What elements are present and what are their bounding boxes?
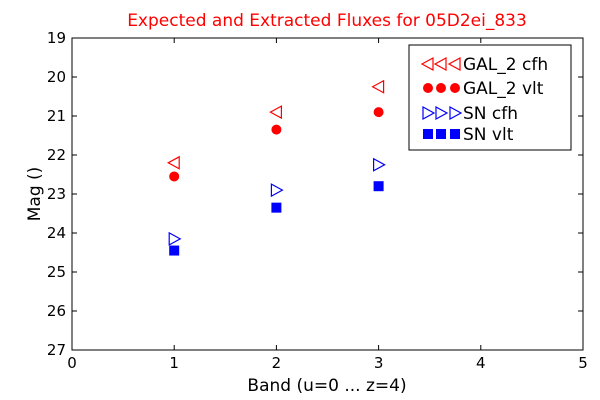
data-point-gal-2-cfh — [166, 155, 180, 170]
y-tick-label: 24 — [47, 224, 66, 242]
legend-marker — [422, 105, 436, 121]
y-tick-label: 26 — [47, 302, 66, 320]
x-tick-label: 2 — [272, 354, 282, 372]
x-tick-label: 1 — [169, 354, 179, 372]
legend-marker — [436, 83, 446, 93]
legend-label: GAL_2 vlt — [463, 79, 544, 99]
data-point-sn-vlt — [271, 202, 282, 213]
data-point-gal-2-cfh — [269, 105, 282, 120]
legend-label: SN cfh — [463, 104, 518, 124]
data-point-gal-2-cfh — [371, 79, 385, 94]
y-tick-label: 22 — [47, 146, 66, 164]
legend-marker — [420, 56, 434, 72]
legend-marker — [423, 83, 433, 93]
x-tick-label: 4 — [476, 354, 486, 372]
data-point-sn-vlt — [169, 245, 180, 256]
data-point-sn-cfh — [168, 231, 182, 246]
legend-marker — [450, 83, 460, 93]
legend-item-sn-cfh: SN cfh — [422, 104, 518, 124]
y-tick-label: 23 — [47, 185, 66, 203]
y-tick-label: 21 — [47, 107, 66, 125]
legend-label: SN vlt — [463, 125, 514, 145]
legend-item-sn-vlt: SN vlt — [423, 125, 514, 145]
y-axis: 19 20 21 22 23 24 25 26 27 — [47, 29, 583, 359]
data-point-sn-vlt — [373, 181, 384, 192]
legend-marker — [433, 56, 447, 72]
legend-item-gal-2-cfh: GAL_2 cfh — [420, 55, 548, 75]
legend-marker — [423, 129, 433, 139]
y-tick-label: 19 — [47, 29, 66, 47]
legend-marker — [450, 129, 460, 139]
y-tick-label: 27 — [47, 341, 66, 359]
x-axis: 0 1 2 3 4 5 — [67, 38, 588, 372]
x-axis-label: Band (u=0 ... z=4) — [247, 376, 406, 396]
data-point-sn-cfh — [270, 183, 284, 198]
legend-marker — [436, 129, 446, 139]
y-tick-label: 20 — [47, 68, 66, 86]
legend-marker — [449, 105, 463, 121]
data-point-gal-2-vlt — [373, 107, 384, 118]
chart-title: Expected and Extracted Fluxes for 05D2ei… — [127, 11, 527, 31]
legend-marker — [447, 56, 461, 72]
x-tick-label: 0 — [67, 354, 77, 372]
data-point-gal-2-vlt — [271, 124, 282, 135]
legend-item-gal-2-vlt: GAL_2 vlt — [423, 79, 544, 99]
data-point-gal-2-vlt — [169, 171, 180, 182]
data-points — [166, 79, 386, 256]
data-point-sn-cfh — [373, 157, 386, 172]
x-tick-label: 5 — [578, 354, 588, 372]
legend-label: GAL_2 cfh — [463, 55, 548, 75]
legend-marker — [435, 105, 449, 121]
y-tick-label: 25 — [47, 263, 66, 281]
x-tick-label: 3 — [374, 354, 384, 372]
y-axis-label: Mag () — [25, 167, 45, 222]
